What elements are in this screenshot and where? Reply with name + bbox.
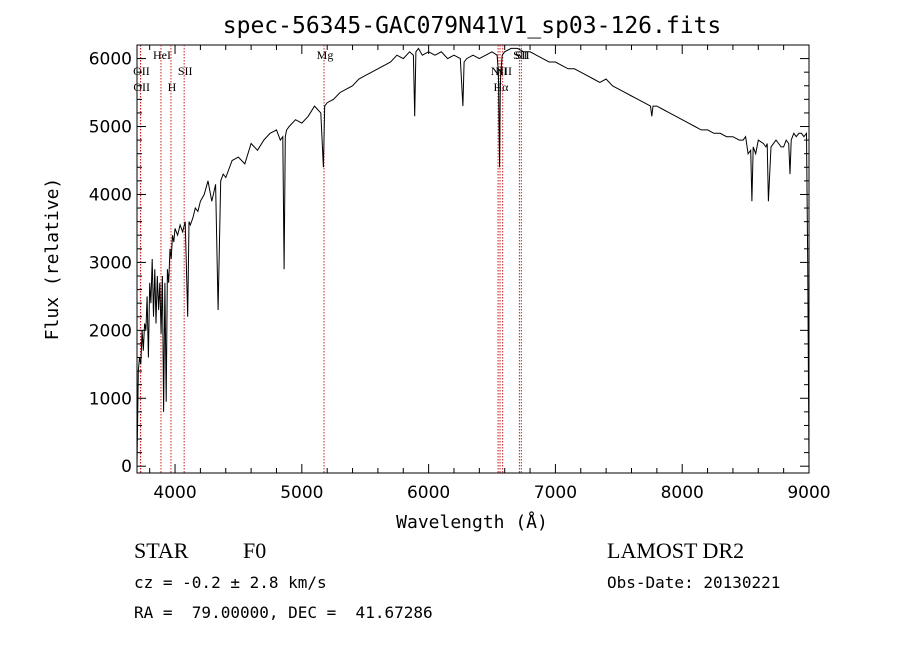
y-axis: 0 1000 2000 3000 4000 5000 6000: [89, 44, 809, 477]
x-axis-label: Wavelength (Å): [396, 511, 548, 533]
x-tick-label: 6000: [407, 483, 450, 503]
x-tick-label: 7000: [534, 483, 577, 503]
marker-label: HeI: [153, 48, 171, 62]
redshift-value: cz = -0.2 ± 2.8 km/s: [134, 573, 327, 592]
x-tick-label: 5000: [280, 483, 323, 503]
marker-label: NII: [495, 64, 512, 78]
y-tick-label: 4000: [89, 185, 132, 205]
x-axis: 4000 5000 6000 7000 8000 9000: [149, 45, 831, 503]
marker-label: SII: [178, 64, 193, 78]
y-tick-label: 6000: [89, 50, 132, 70]
y-tick-label: 3000: [89, 253, 132, 273]
y-tick-label: 5000: [89, 118, 132, 138]
observation-date: Obs-Date: 20130221: [607, 573, 781, 592]
object-subclass: F0: [243, 538, 267, 563]
marker-label: OII: [133, 64, 150, 78]
x-tick-label: 8000: [661, 483, 704, 503]
x-tick-label: 9000: [787, 483, 830, 503]
x-tick-label: 4000: [153, 483, 196, 503]
object-class: STAR: [134, 538, 189, 563]
marker-label: OII: [133, 80, 150, 94]
marker-label: Mg: [317, 48, 334, 62]
plot-frame: [136, 44, 810, 474]
marker-label: SII: [515, 48, 530, 62]
y-tick-label: 1000: [89, 389, 132, 409]
y-tick-label: 2000: [89, 321, 132, 341]
coordinates: RA = 79.00000, DEC = 41.67286: [134, 603, 433, 622]
marker-label: H: [168, 80, 177, 94]
survey-release: LAMOST DR2: [607, 538, 745, 563]
y-axis-label: Flux (relative): [42, 178, 63, 341]
spectrum-line: [136, 47, 810, 467]
marker-label: NII: [491, 64, 508, 78]
y-tick-label: 0: [121, 457, 132, 477]
chart-title: spec-56345-GAC079N41V1_sp03-126.fits: [223, 13, 722, 39]
marker-label: Hα: [494, 80, 510, 94]
